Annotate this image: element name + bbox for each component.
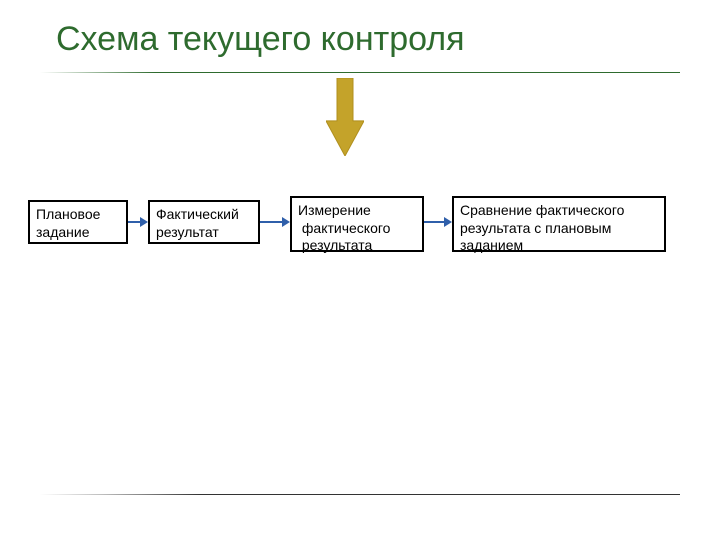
flow-box: Измерение фактического результата [290, 196, 424, 252]
flow-box: Фактическийрезультат [148, 200, 260, 244]
flow-box-line: результата [298, 237, 372, 255]
title-underline [40, 72, 680, 73]
flow-box-line: Измерение [298, 202, 371, 220]
page-title: Схема текущего контроля [56, 20, 465, 59]
footer-rule-fade [40, 494, 200, 495]
arrow-right-icon [128, 215, 148, 229]
arrow-right-icon [260, 215, 290, 229]
flow-box-line: результата с плановым [460, 220, 611, 238]
flow-box-line: задание [36, 224, 90, 242]
flow-box-line: фактического [298, 220, 390, 238]
flow-box: Плановоезадание [28, 200, 128, 244]
flow-box-line: Сравнение фактического [460, 202, 624, 220]
arrow-right-icon [424, 215, 452, 229]
flow-box-line: заданием [460, 237, 523, 255]
flow-box: Сравнение фактическогорезультата с плано… [452, 196, 666, 252]
down-arrow-icon [326, 78, 364, 156]
footer-rule-solid [200, 494, 680, 495]
flow-box-line: результат [156, 224, 219, 242]
flow-box-line: Плановое [36, 206, 100, 224]
flow-box-line: Фактический [156, 206, 239, 224]
